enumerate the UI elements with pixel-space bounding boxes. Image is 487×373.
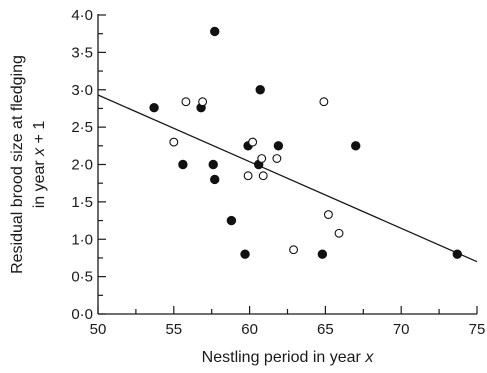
data-point-open [248,137,258,147]
data-point-filled [317,249,328,259]
data-point-open [289,245,299,255]
y-axis-title-line2-var: x [31,147,48,157]
data-point-filled [273,141,284,151]
x-axis-title: Nestling period in year x [202,349,375,366]
y-axis-title-line2: in year x + 1 [31,121,48,209]
regression-line [97,94,478,263]
data-point-filled [240,249,250,259]
data-point-filled [452,249,462,259]
y-tick-label: 3·5 [71,44,93,61]
y-axis-title-line2-b: + 1 [31,121,48,148]
tick-labels: 50 55 60 65 70 75 0·0 0·5 1·0 1·5 2·0 2·5 3·0 3·5 4·0 [71,7,485,338]
y-tick-label: 2·0 [71,157,93,174]
data-point-filled [208,159,218,170]
x-tick-label: 65 [317,321,334,338]
x-axis-title-text: Nestling period in year [202,349,366,366]
data-point-filled [149,102,159,113]
data-point-open [243,171,253,181]
data-point-open [169,137,179,147]
data-point-open [257,154,267,163]
x-tick-label: 60 [241,321,258,338]
x-tick-label: 70 [393,321,410,338]
y-tick-label: 2·5 [71,119,93,136]
axes [97,14,477,315]
data-point-filled [178,159,188,170]
y-tick-label: 0·0 [71,306,93,323]
data-points [149,26,462,259]
x-tick-label: 55 [165,321,182,338]
y-axis-title-line1: Residual brood size at fledging [9,55,26,274]
data-point-open [258,171,268,181]
x-tick-label: 50 [90,321,107,338]
x-tick-label: 75 [469,321,486,338]
data-point-open [319,97,329,107]
y-tick-label: 1·0 [71,231,93,248]
data-point-open [272,154,282,163]
data-point-filled [255,85,265,95]
y-tick-label: 3·0 [71,82,93,99]
y-axis-title-line2-a: in year [31,156,48,208]
y-tick-label: 0·5 [71,269,93,286]
data-point-filled [210,174,220,185]
data-point-filled [351,141,361,151]
data-point-open [181,97,191,107]
data-point-filled [226,215,237,226]
data-point-open [323,210,333,220]
y-tick-label: 1·5 [71,194,93,211]
data-point-filled [210,26,220,37]
data-point-open [198,97,208,107]
data-point-open [334,228,344,238]
y-tick-label: 4·0 [71,7,93,24]
tick-marks [97,14,478,315]
y-axis-title: Residual brood size at fledging in year … [9,55,48,274]
x-axis-title-var: x [364,349,374,366]
